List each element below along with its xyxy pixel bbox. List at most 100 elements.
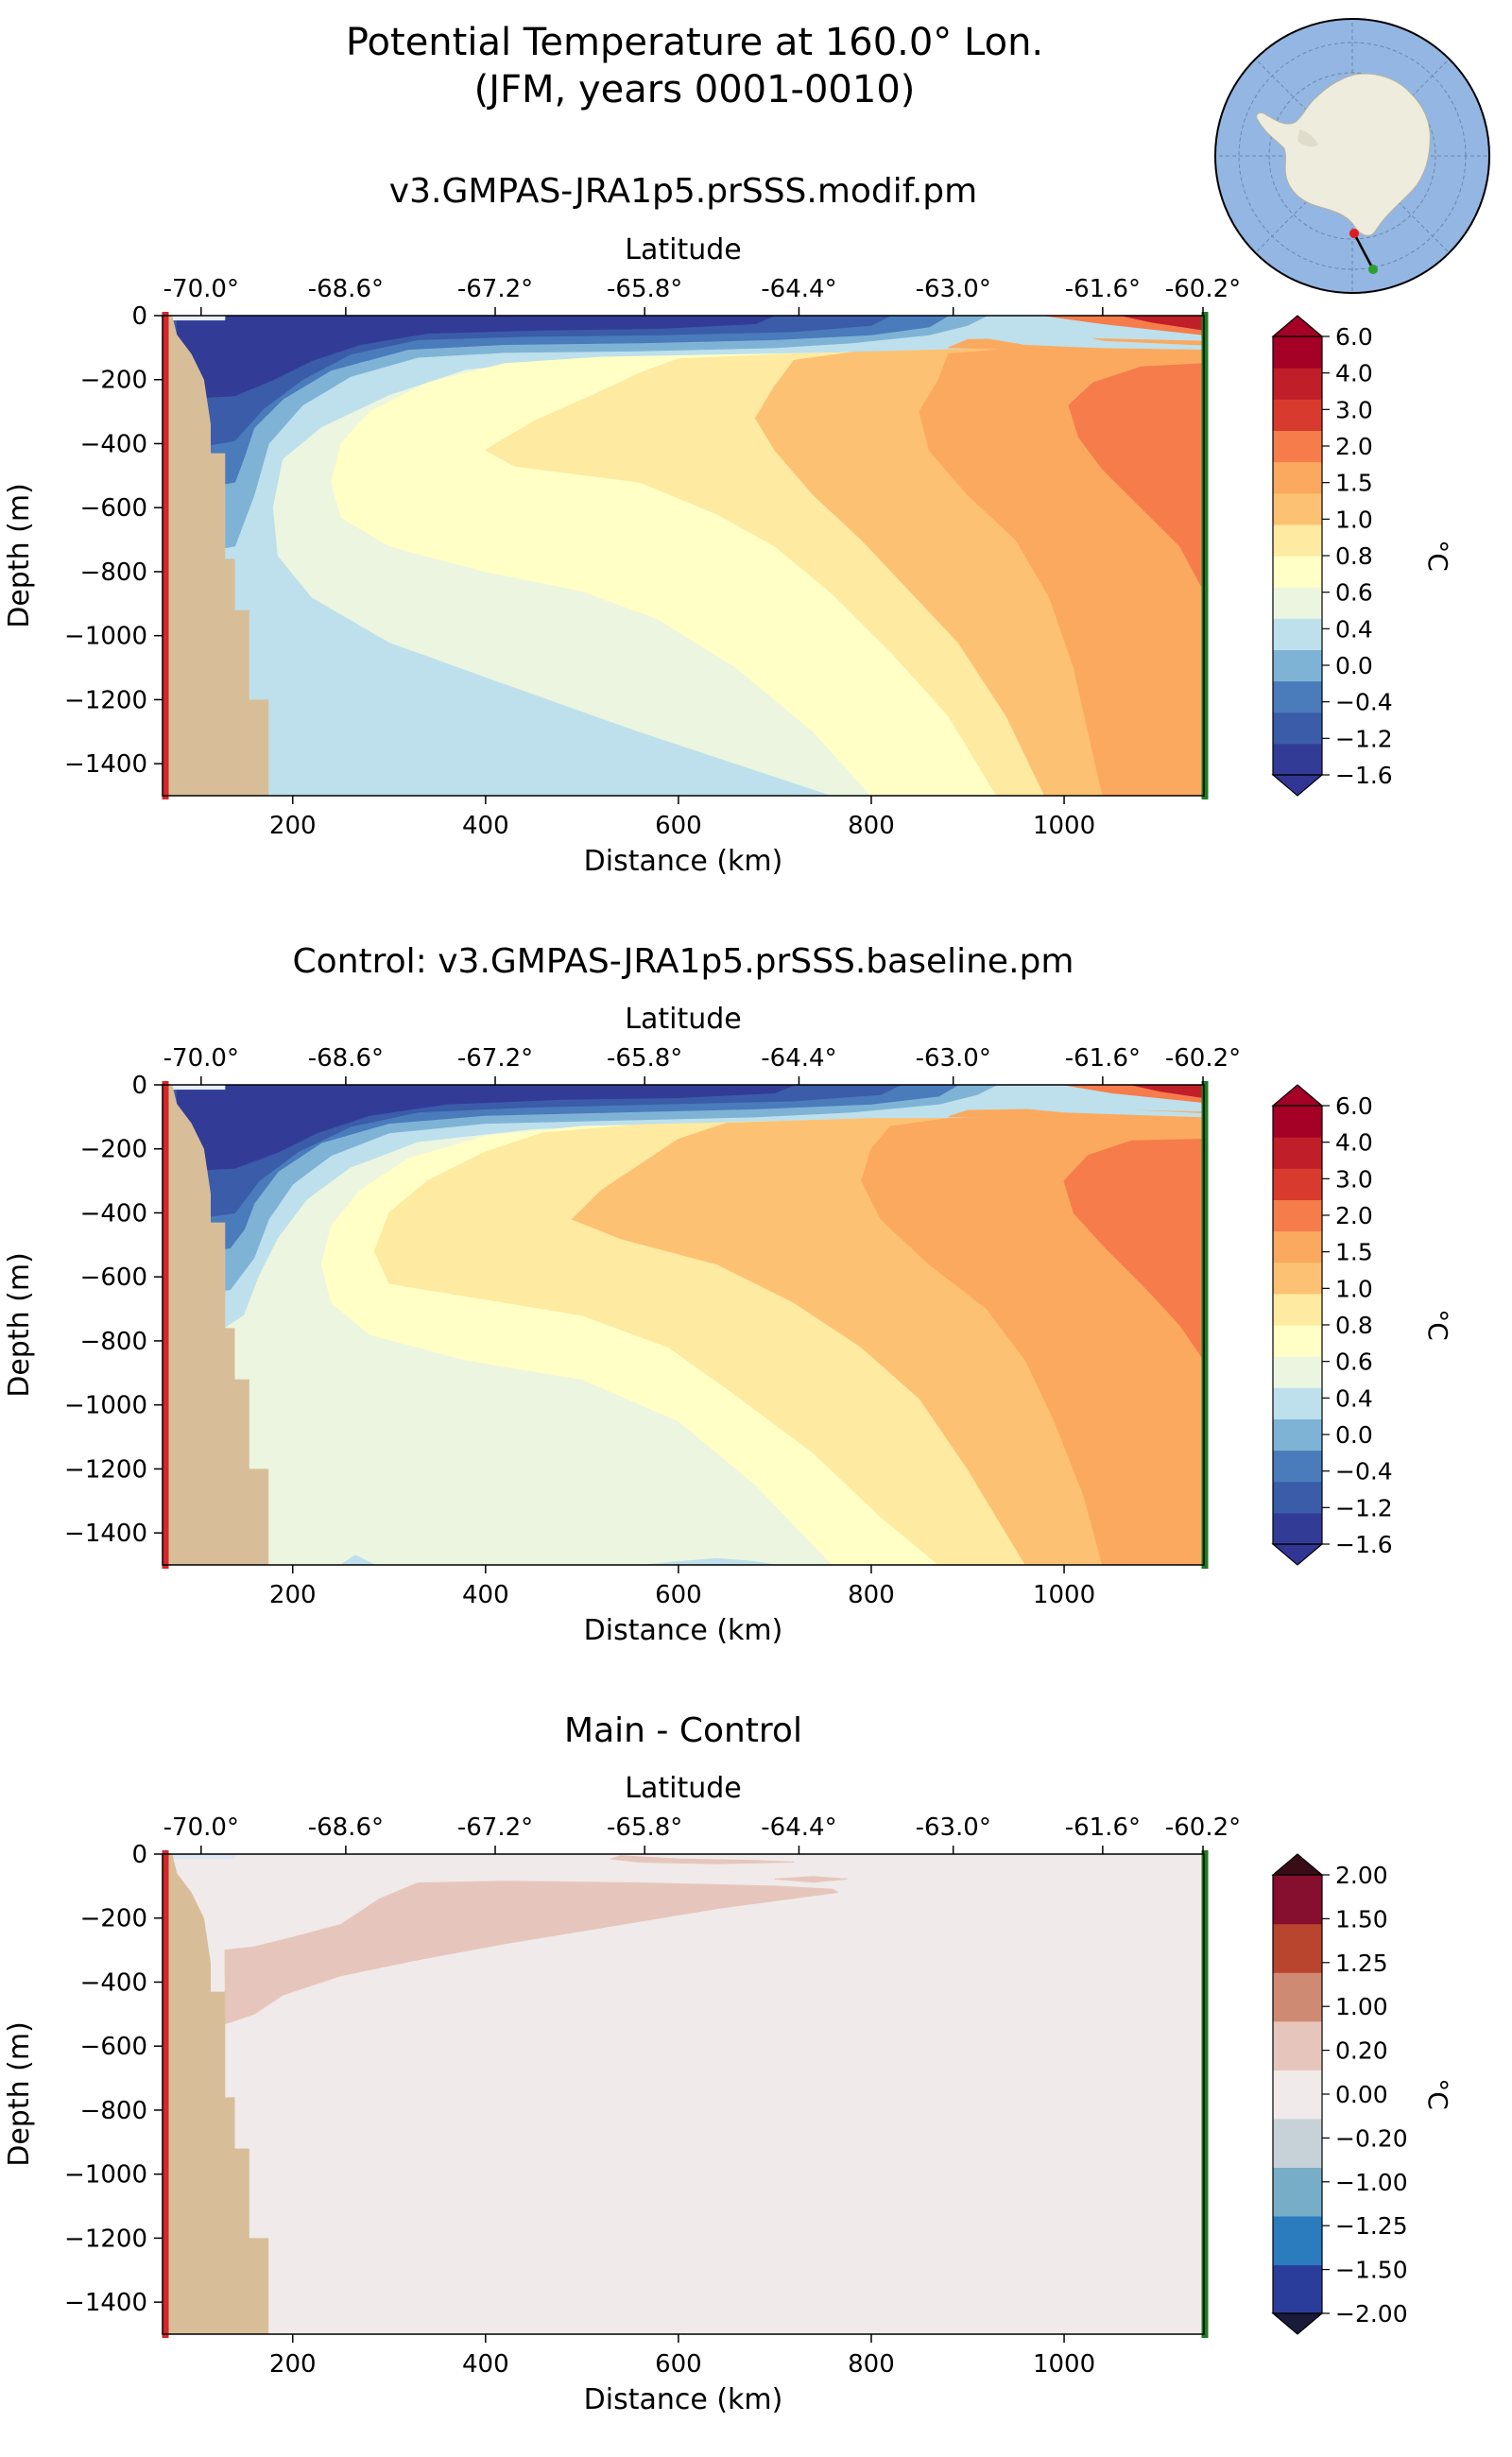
x-tick-label: 200: [269, 2350, 317, 2379]
colorbar-tick-label: −1.50: [1335, 2257, 1408, 2284]
inset-antarctica: [1256, 73, 1431, 236]
y-tick-label: −1400: [64, 750, 147, 779]
contour-band-6: [1068, 363, 1204, 592]
y-tick-label: −1200: [64, 1455, 147, 1484]
colorbar-tick-label: 1.50: [1335, 1905, 1388, 1933]
colorbar-tick-label: 0.20: [1335, 2037, 1388, 2065]
colorbar-segment-1: [1273, 2215, 1322, 2266]
surface-band-0: [172, 1085, 226, 1091]
colorbar-tick-label: 1.0: [1335, 1275, 1373, 1302]
y-tick-label: −400: [80, 430, 147, 458]
top-axis-label: Latitude: [625, 1003, 741, 1036]
colorbar-tick-label: 4.0: [1335, 360, 1373, 387]
colorbar-tick-label: 1.0: [1335, 506, 1373, 533]
colorbar-segment-5: [1273, 587, 1322, 619]
y-tick-label: −600: [80, 494, 147, 523]
y-tick-label: −1200: [64, 686, 147, 714]
colorbar-tick-label: −1.2: [1335, 725, 1393, 752]
y-tick-label: −800: [80, 558, 147, 587]
figure-title-line-1: Potential Temperature at 160.0° Lon.: [345, 21, 1044, 64]
contour-band-3: [224, 1888, 839, 2025]
plot-frame: [162, 1853, 1205, 2335]
colorbar-segment-7: [1273, 524, 1322, 557]
colorbar-tick-label: 2.0: [1335, 1202, 1373, 1229]
x-tick-label: 1000: [1033, 812, 1095, 840]
y-tick-label: −1200: [64, 2225, 147, 2253]
x-tick-label: 400: [462, 2350, 509, 2379]
colorbar-tick-label: −1.25: [1335, 2212, 1408, 2240]
x-tick-label: 400: [462, 1581, 509, 1609]
colorbar-tick-label: −1.6: [1335, 762, 1393, 789]
x-tick-label: 400: [462, 812, 509, 840]
y-tick-label: −800: [80, 2097, 147, 2125]
y-tick-label: −200: [80, 367, 147, 395]
colorbar-label: °C: [1422, 540, 1453, 572]
top-tick-label: -70.0°: [163, 275, 239, 303]
contour-band-9: [1122, 316, 1204, 331]
colorbar-tick-label: 0.4: [1335, 615, 1373, 643]
top-tick-label: -65.8°: [607, 1813, 682, 1842]
colorbar-segment-9: [1273, 1230, 1322, 1263]
top-tick-label: -64.4°: [761, 275, 836, 303]
contour-band-5: [774, 1876, 848, 1883]
colorbar-segment-1: [1273, 712, 1322, 745]
colorbar-segment-3: [1273, 2118, 1322, 2168]
colorbar-segment-3: [1273, 1418, 1322, 1452]
contour-band-15: [339, 1555, 375, 1565]
top-tick-label: -61.6°: [1065, 275, 1141, 303]
top-tick-label: -60.2°: [1165, 1813, 1241, 1842]
bathymetry-land-mask: [163, 1854, 269, 2334]
colorbar-tick-label: 0.00: [1335, 2081, 1388, 2108]
colorbar-segment-5: [1273, 1356, 1322, 1388]
colorbar-label: °C: [1422, 2078, 1453, 2110]
y-tick-label: 0: [131, 1072, 147, 1100]
contour-field: [163, 1854, 1204, 2334]
surface-band-0: [172, 316, 226, 321]
top-tick-label: -67.2°: [457, 1813, 533, 1842]
colorbar-tick-label: 3.0: [1335, 396, 1373, 423]
contour-band-12: [163, 316, 950, 496]
x-tick-label: 600: [655, 1581, 702, 1609]
colorbar-tick-label: −0.4: [1335, 1458, 1393, 1486]
colorbar-segment-6: [1273, 556, 1322, 588]
colorbar-tick-label: 0.6: [1335, 579, 1373, 607]
colorbar-segment-0: [1273, 1512, 1322, 1545]
colorbar-tick-label: 3.0: [1335, 1165, 1373, 1193]
x-tick-label: 200: [269, 1581, 317, 1609]
colorbar-tick-label: 0.6: [1335, 1349, 1373, 1376]
x-axis-label: Distance (km): [584, 1614, 783, 1647]
x-tick-label: 1000: [1033, 2350, 1095, 2379]
contour-band-12: [163, 1085, 959, 1256]
top-tick-label: -64.4°: [761, 1044, 836, 1073]
y-tick-label: −1000: [64, 623, 147, 651]
surface-band-0: [172, 1854, 235, 1860]
colorbar-segment-10: [1273, 430, 1322, 463]
y-tick-label: 0: [131, 1841, 147, 1869]
colorbar-segment-5: [1273, 2020, 1322, 2070]
top-tick-label: -60.2°: [1165, 275, 1241, 303]
top-tick-label: -60.2°: [1165, 1044, 1241, 1073]
x-axis-label: Distance (km): [584, 2383, 783, 2416]
colorbar-segment-10: [1273, 1199, 1322, 1232]
colorbar-tick-label: 6.0: [1335, 323, 1373, 351]
contour-band-9: [1131, 1085, 1204, 1099]
top-tick-label: -68.6°: [308, 275, 384, 303]
colorbar-tick-label: 0.0: [1335, 1421, 1373, 1449]
colorbar-tick-label: 0.4: [1335, 1384, 1373, 1412]
contour-band-6: [1063, 1139, 1204, 1362]
colorbar-segment-13: [1273, 1106, 1322, 1138]
colorbar-extend-min: [1271, 2312, 1324, 2335]
contour-field: [163, 316, 1204, 796]
colorbar-tick-label: −0.4: [1335, 689, 1393, 716]
location-inset-map: [1212, 16, 1492, 300]
top-axis-label: Latitude: [625, 233, 741, 266]
colorbar-tick-label: 1.00: [1335, 1993, 1388, 2020]
top-tick-label: -64.4°: [761, 1813, 836, 1842]
x-tick-label: 600: [655, 812, 702, 840]
colorbar-segment-3: [1273, 649, 1322, 682]
inset-ice-shelf: [1297, 129, 1318, 147]
chart-title: Main - Control: [564, 1711, 802, 1750]
colorbar-segment-9: [1273, 461, 1322, 494]
top-tick-label: -70.0°: [163, 1044, 239, 1073]
